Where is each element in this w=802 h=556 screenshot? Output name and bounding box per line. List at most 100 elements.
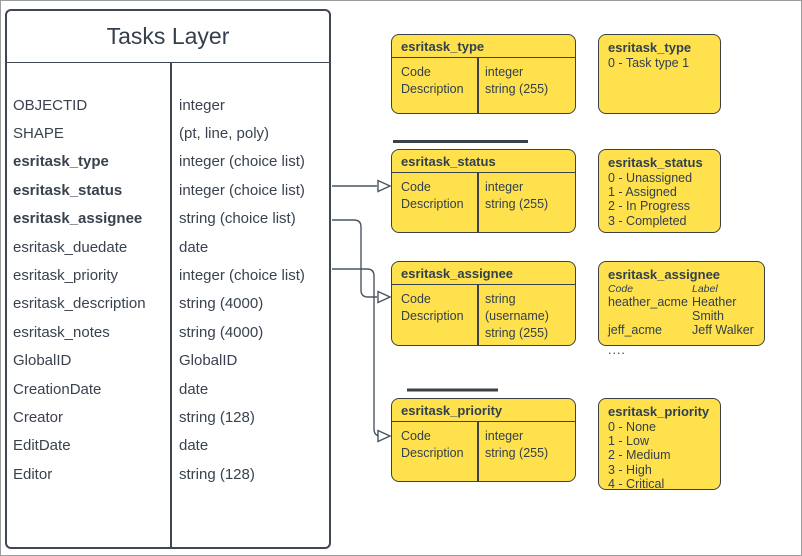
field-type: integer (choice list) — [179, 153, 305, 171]
field-name: esritask_notes — [13, 323, 110, 341]
fieldtable-attr-types: integer string (255) — [477, 428, 548, 481]
attr-name: Code — [401, 292, 431, 306]
field-row-globalid: GlobalID GlobalID — [7, 347, 329, 375]
codelist-esritask-type: esritask_type 0 - Task type 1 — [598, 34, 721, 114]
attr-name: Code — [401, 429, 431, 443]
fieldtable-attr-names: Code Description — [392, 64, 477, 113]
fieldtable-title: esritask_priority — [392, 399, 575, 422]
attr-name: Code — [401, 65, 431, 79]
fieldtable-attr-names: Code Description — [392, 428, 477, 481]
attr-type: integer — [485, 429, 524, 443]
assignee-label: Heather Smith — [692, 295, 737, 324]
field-row-esritask-status: esritask_status integer (choice list) — [7, 176, 329, 204]
attr-type: integer — [485, 180, 524, 194]
attr-type: string (255) — [485, 197, 549, 211]
connector-priority-arrowhead-icon — [377, 429, 392, 443]
field-row-esritask-description: esritask_description string (4000) — [7, 290, 329, 318]
codelist-esritask-assignee: esritask_assignee Code Label heather_acm… — [598, 261, 765, 357]
fieldtable-attr-types: integer string (255) — [477, 179, 548, 232]
fieldtable-attr-types: string (username) string (255) — [477, 291, 575, 345]
field-name: esritask_duedate — [13, 238, 128, 256]
field-row-creationdate: CreationDate date — [7, 375, 329, 403]
field-row-shape: SHAPE (pt, line, poly) — [7, 119, 329, 147]
field-row-creator: Creator string (128) — [7, 403, 329, 431]
field-name: EditDate — [13, 437, 71, 455]
attr-type: string (255) — [485, 326, 549, 340]
code-item: 0 - Task type 1 — [608, 56, 690, 70]
assignee-code: jeff_acme — [608, 323, 662, 338]
codelist-title: esritask_type — [608, 40, 692, 55]
field-type: (pt, line, poly) — [179, 125, 270, 143]
field-row-objectid: OBJECTID integer — [7, 91, 329, 119]
fieldtable-attr-names: Code Description — [392, 291, 477, 345]
field-row-editor: Editor string (128) — [7, 460, 329, 488]
fieldtable-title: esritask_status — [392, 150, 575, 173]
field-name: esritask_assignee — [13, 210, 143, 228]
field-name: esritask_priority — [13, 267, 119, 285]
attr-name: Description — [401, 197, 464, 211]
fieldtable-title: esritask_assignee — [392, 262, 575, 285]
assignee-col-header: Code — [608, 283, 634, 295]
field-name: CreationDate — [13, 380, 102, 398]
code-item: 2 - In Progress — [608, 199, 690, 214]
field-name: Editor — [13, 465, 53, 483]
field-type: string (4000) — [179, 323, 264, 341]
attr-name: Description — [401, 446, 464, 460]
field-type: integer — [179, 96, 225, 114]
assignee-table: Code Label heather_acme Heather Smith je… — [608, 283, 755, 338]
field-name: OBJECTID — [13, 96, 88, 114]
tasks-layer-box: Tasks Layer OBJECTID integer SHAPE (pt, … — [5, 9, 331, 549]
field-type: string (4000) — [179, 295, 264, 313]
field-type: integer (choice list) — [179, 181, 305, 199]
fieldtable-divider — [477, 422, 479, 481]
attr-name: Code — [401, 180, 431, 194]
fieldtable-esritask-priority: esritask_priority Code Description integ… — [391, 398, 576, 482]
field-type: string (128) — [179, 465, 255, 483]
column-divider — [170, 63, 172, 547]
code-item: 3 - High — [608, 462, 652, 477]
field-type: string (128) — [179, 408, 255, 426]
field-name: esritask_description — [13, 295, 146, 313]
field-name: GlobalID — [13, 352, 72, 370]
field-name: SHAPE — [13, 125, 64, 143]
code-item: 1 - Assigned — [608, 185, 677, 200]
field-row-esritask-priority: esritask_priority integer (choice list) — [7, 261, 329, 289]
code-item: 3 - Completed — [608, 213, 687, 228]
fieldtable-body: Code Description string (username) strin… — [392, 285, 575, 345]
code-item: 1 - Low — [608, 434, 649, 449]
field-type: date — [179, 437, 209, 455]
fieldtable-attr-names: Code Description — [392, 179, 477, 232]
field-row-esritask-type: esritask_type integer (choice list) — [7, 148, 329, 176]
code-item: 0 - Unassigned — [608, 171, 693, 185]
codelist-title: esritask_status — [608, 155, 703, 170]
field-name: esritask_type — [13, 153, 109, 171]
field-row-esritask-assignee: esritask_assignee string (choice list) — [7, 205, 329, 233]
field-name: Creator — [13, 408, 64, 426]
field-name: esritask_status — [13, 181, 123, 199]
fieldtable-divider — [477, 285, 479, 345]
codelist-esritask-status: esritask_status 0 - Unassigned 1 - Assig… — [598, 149, 721, 233]
assignee-ellipsis: .... — [608, 342, 626, 357]
field-row-esritask-notes: esritask_notes string (4000) — [7, 318, 329, 346]
assignee-col-header: Label — [692, 283, 718, 295]
codelist-title: esritask_assignee — [608, 267, 721, 282]
field-type: GlobalID — [179, 352, 238, 370]
fieldtable-esritask-status: esritask_status Code Description integer… — [391, 149, 576, 233]
fieldtable-esritask-assignee: esritask_assignee Code Description strin… — [391, 261, 576, 346]
tasks-layer-title: Tasks Layer — [7, 11, 329, 63]
fieldtable-body: Code Description integer string (255) — [392, 422, 575, 481]
code-item: 2 - Medium — [608, 448, 671, 463]
code-item: 4 - Critical — [608, 476, 665, 491]
attr-type: string (username) — [485, 292, 549, 323]
field-type: date — [179, 238, 209, 256]
field-type: integer (choice list) — [179, 267, 305, 285]
fieldtable-attr-types: integer string (255) — [477, 64, 548, 113]
connector-assignee-line — [332, 219, 377, 298]
code-item: 0 - None — [608, 420, 656, 434]
field-row-esritask-duedate: esritask_duedate date — [7, 233, 329, 261]
fieldtable-body: Code Description integer string (255) — [392, 58, 575, 113]
attr-type: string (255) — [485, 446, 549, 460]
connector-priority-line — [332, 268, 382, 437]
attr-type: integer — [485, 65, 524, 79]
